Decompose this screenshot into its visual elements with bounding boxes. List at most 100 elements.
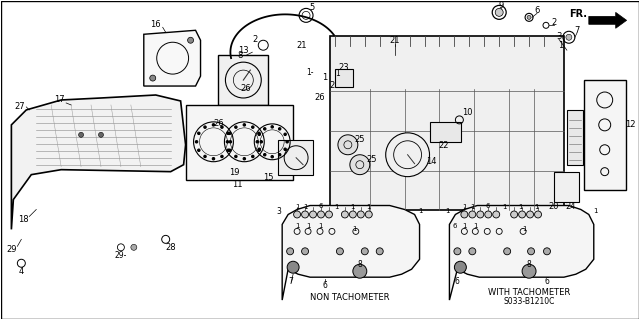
Circle shape — [350, 155, 370, 174]
Circle shape — [469, 211, 476, 218]
Bar — [584, 80, 626, 189]
Circle shape — [287, 248, 294, 255]
Text: 15: 15 — [263, 173, 273, 182]
Bar — [554, 172, 579, 202]
Text: 25: 25 — [367, 155, 377, 164]
Circle shape — [258, 149, 260, 152]
Text: 22: 22 — [438, 141, 449, 150]
Circle shape — [469, 248, 476, 255]
Text: 18: 18 — [18, 215, 29, 224]
Circle shape — [522, 264, 536, 278]
Text: 1: 1 — [419, 209, 423, 214]
Circle shape — [226, 141, 228, 143]
Text: 1: 1 — [473, 223, 477, 229]
Circle shape — [264, 153, 266, 156]
Circle shape — [337, 248, 344, 255]
Circle shape — [278, 153, 281, 156]
Text: 9: 9 — [499, 1, 504, 10]
Circle shape — [301, 211, 308, 218]
Text: 29: 29 — [6, 245, 17, 254]
Text: 1: 1 — [323, 73, 328, 82]
Text: 8: 8 — [237, 51, 243, 60]
Circle shape — [258, 132, 260, 135]
Text: 8: 8 — [527, 260, 531, 269]
Text: 6: 6 — [452, 223, 457, 229]
Circle shape — [204, 155, 206, 158]
Circle shape — [527, 211, 534, 218]
Circle shape — [252, 126, 254, 128]
Circle shape — [477, 211, 484, 218]
Text: 21: 21 — [297, 41, 307, 50]
Text: 14: 14 — [426, 157, 436, 166]
Circle shape — [278, 128, 281, 130]
Text: 6: 6 — [319, 203, 323, 209]
Text: 1: 1 — [367, 204, 371, 211]
Text: NON TACHOMETER: NON TACHOMETER — [310, 293, 390, 301]
Text: 1: 1 — [303, 204, 307, 211]
Text: 1: 1 — [462, 204, 467, 211]
Text: 2: 2 — [551, 18, 557, 27]
Text: 1: 1 — [558, 41, 564, 50]
Text: 6: 6 — [486, 203, 490, 209]
Polygon shape — [589, 12, 627, 28]
Bar — [186, 105, 293, 180]
Circle shape — [260, 141, 262, 143]
Circle shape — [493, 211, 500, 218]
Circle shape — [221, 155, 223, 158]
Circle shape — [256, 141, 259, 143]
Text: 20: 20 — [548, 202, 559, 211]
Polygon shape — [12, 95, 186, 229]
Circle shape — [271, 126, 273, 128]
Text: 16: 16 — [150, 20, 161, 29]
Circle shape — [362, 248, 368, 255]
Text: 1: 1 — [335, 69, 340, 78]
Circle shape — [349, 211, 356, 218]
Circle shape — [188, 37, 193, 43]
Circle shape — [235, 126, 237, 128]
Circle shape — [79, 132, 84, 137]
Text: 25: 25 — [355, 135, 365, 144]
Text: 2: 2 — [330, 80, 335, 90]
Circle shape — [294, 211, 301, 218]
Text: 11: 11 — [232, 180, 243, 189]
Circle shape — [284, 133, 286, 136]
Circle shape — [228, 149, 231, 152]
Circle shape — [198, 132, 200, 135]
Bar — [278, 140, 313, 174]
Text: 2: 2 — [253, 35, 258, 44]
Text: 1: 1 — [518, 204, 522, 211]
Bar — [218, 106, 263, 121]
Circle shape — [534, 211, 541, 218]
Circle shape — [495, 8, 503, 16]
Text: 7: 7 — [574, 26, 580, 35]
Text: 1: 1 — [335, 204, 339, 211]
Circle shape — [326, 211, 332, 218]
Circle shape — [461, 211, 468, 218]
Polygon shape — [144, 30, 200, 86]
Text: 17: 17 — [54, 95, 65, 105]
Text: 1: 1 — [593, 209, 598, 214]
Bar — [218, 55, 268, 105]
Circle shape — [243, 124, 246, 126]
Circle shape — [212, 124, 214, 126]
Bar — [330, 36, 564, 211]
Circle shape — [511, 211, 518, 218]
Text: 3: 3 — [556, 32, 562, 41]
Circle shape — [376, 248, 383, 255]
Text: 6: 6 — [323, 281, 328, 290]
Circle shape — [204, 126, 206, 128]
Text: S033-B1210C: S033-B1210C — [504, 297, 555, 306]
Text: 26: 26 — [213, 119, 224, 128]
Circle shape — [454, 261, 467, 273]
Circle shape — [357, 211, 364, 218]
Circle shape — [258, 148, 260, 151]
Circle shape — [229, 141, 232, 143]
Circle shape — [243, 158, 246, 160]
Text: 1: 1 — [534, 204, 538, 211]
Circle shape — [198, 149, 200, 152]
Text: 8: 8 — [358, 260, 362, 269]
Circle shape — [353, 264, 367, 278]
Text: 1: 1 — [295, 204, 300, 211]
Text: 1: 1 — [295, 223, 300, 229]
Text: WITH TACHOMETER: WITH TACHOMETER — [488, 288, 570, 297]
